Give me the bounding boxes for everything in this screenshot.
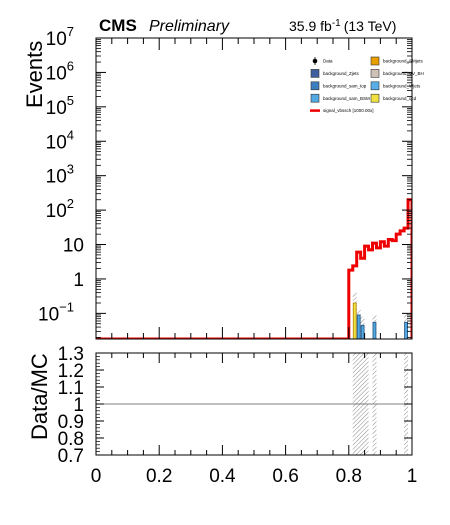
legend-entry: background_sam_BSM	[310, 93, 370, 103]
tick-exponent: 6	[67, 58, 74, 73]
legend: Databackground_Zjetsbackground_sam_topba…	[310, 56, 424, 113]
main-y-tick-label: 106	[46, 58, 74, 84]
background-bar	[356, 314, 361, 340]
tick-base: 10	[46, 167, 67, 188]
legend-swatch	[310, 81, 320, 91]
legend-entry: background_VV_BH	[370, 69, 424, 78]
legend-swatch	[370, 81, 380, 91]
ratio-x-tick-label: 1	[407, 466, 418, 487]
main-y-tick-label: 104	[46, 127, 74, 153]
ratio-x-ticks: 0 0.2 0.4 0.6 0.8 1	[91, 353, 418, 487]
tick-base: 10	[38, 304, 59, 325]
legend-entry: background_qcd	[370, 93, 417, 103]
tick-base: 1	[73, 270, 84, 291]
main-y-tick-label: 105	[46, 93, 74, 119]
main-x-ticks	[95, 38, 413, 339]
luminosity-label: 35.9 fb-1 (13 TeV)	[289, 18, 396, 34]
ratio-y-tick-label: 0.8	[58, 429, 84, 450]
energy-label: (13 TeV)	[344, 18, 397, 34]
legend-label: background_qcd	[383, 96, 417, 101]
legend-entry: background_sam_top	[310, 81, 367, 91]
legend-swatch	[310, 93, 320, 103]
ratio-x-tick-label: 0	[91, 466, 102, 487]
tick-exponent: 4	[67, 127, 74, 142]
legend-label: background_sam_top	[323, 83, 367, 88]
experiment-label: CMS	[99, 16, 137, 35]
ratio-panel: 0.70.80.911.11.21.3 0 0.2 0.4 0.6 0.8 1 Data/…	[27, 344, 417, 487]
legend-label: background_Zjets	[323, 71, 360, 76]
ratio-y-tick-label: 0.9	[58, 412, 84, 433]
legend-entry: signal_vbssch [1000.00x]	[310, 108, 374, 113]
tick-exponent: 7	[67, 24, 74, 39]
tick-base: 10	[63, 236, 84, 257]
legend-entry: background_Zjets	[310, 69, 360, 78]
background-bar	[352, 302, 357, 340]
luminosity-value: 35.9 fb	[289, 18, 332, 34]
tick-exponent: −1	[59, 299, 74, 314]
luminosity-exponent: -1	[332, 18, 341, 29]
legend-swatch	[310, 69, 320, 78]
ratio-y-ticks: 0.70.80.911.11.21.3	[58, 344, 412, 467]
ratio-x-tick-label: 0.4	[209, 466, 236, 487]
ratio-y-tick-label: 1	[73, 395, 84, 416]
legend-label: Data	[323, 59, 333, 64]
main-y-tick-label: 10	[63, 236, 84, 257]
legend-entry: Data	[312, 57, 333, 65]
tick-base: 10	[46, 29, 67, 50]
tick-exponent: 2	[67, 196, 74, 211]
ratio-y-tick-label: 1.1	[58, 378, 84, 399]
main-y-axis-label: Events	[22, 41, 47, 108]
legend-swatch	[370, 69, 380, 78]
legend-swatch	[370, 93, 380, 103]
main-y-tick-label: 102	[46, 196, 74, 222]
tick-exponent: 3	[67, 162, 74, 177]
ratio-x-tick-label: 0.6	[272, 466, 298, 487]
main-y-tick-label: 1	[73, 270, 84, 291]
legend-swatch	[370, 56, 380, 66]
tick-base: 10	[46, 98, 67, 119]
status-label: Preliminary	[149, 18, 230, 35]
main-y-tick-label: 107	[46, 24, 74, 50]
ratio-y-tick-label: 1.2	[58, 361, 84, 382]
legend-label: background_SMjets	[383, 59, 424, 64]
background-bar	[372, 321, 377, 340]
tick-base: 10	[46, 201, 67, 222]
legend-entry: background_SMjets	[370, 56, 424, 66]
legend-entry: background_Wjets	[370, 81, 421, 91]
background-bar	[404, 321, 408, 340]
main-y-tick-label: 10−1	[38, 299, 74, 325]
legend-label: background_sam_BSM	[323, 96, 370, 101]
tick-exponent: 5	[67, 93, 74, 108]
ratio-x-tick-label: 0.8	[336, 466, 362, 487]
main-y-tick-label: 103	[46, 162, 74, 188]
ratio-x-tick-label: 0.2	[146, 466, 172, 487]
signal-step-line	[96, 198, 412, 339]
legend-label: background_Wjets	[383, 83, 421, 88]
ratio-y-tick-label: 0.7	[58, 446, 84, 467]
legend-label: signal_vbssch [1000.00x]	[323, 108, 374, 113]
background-bar	[360, 324, 365, 340]
ratio-y-tick-label: 1.3	[58, 344, 84, 365]
tick-base: 10	[46, 63, 67, 84]
tick-base: 10	[46, 132, 67, 153]
ratio-y-axis-label: Data/MC	[27, 353, 52, 440]
signal-curve-group	[96, 198, 412, 339]
legend-label: background_VV_BH	[383, 71, 424, 76]
